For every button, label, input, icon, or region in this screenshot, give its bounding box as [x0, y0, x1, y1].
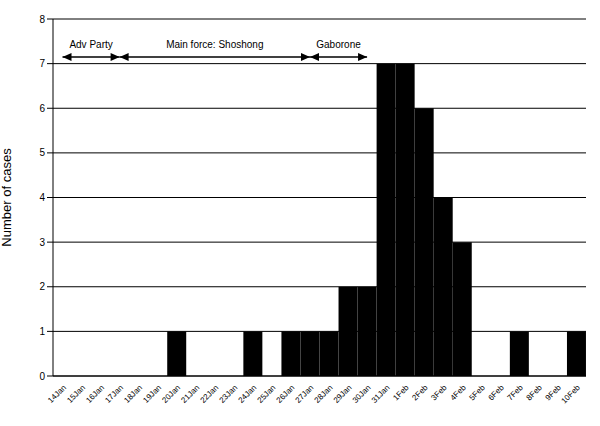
svg-text:24Jan: 24Jan [237, 383, 259, 405]
svg-text:19Jan: 19Jan [141, 383, 163, 405]
svg-text:4: 4 [39, 192, 45, 203]
svg-text:17Jan: 17Jan [103, 383, 125, 405]
svg-text:5Feb: 5Feb [467, 383, 487, 403]
svg-text:28Jan: 28Jan [313, 383, 335, 405]
svg-text:16Jan: 16Jan [84, 383, 106, 405]
svg-text:21Jan: 21Jan [179, 383, 201, 405]
svg-text:Number of cases: Number of cases [8, 148, 14, 247]
svg-text:7: 7 [39, 58, 45, 69]
svg-text:25Jan: 25Jan [256, 383, 278, 405]
svg-text:22Jan: 22Jan [198, 383, 220, 405]
svg-text:10Feb: 10Feb [560, 383, 583, 406]
svg-text:31Jan: 31Jan [370, 383, 392, 405]
svg-text:30Jan: 30Jan [351, 383, 373, 405]
svg-text:8: 8 [39, 14, 45, 25]
svg-text:2: 2 [39, 281, 45, 292]
svg-text:0: 0 [39, 371, 45, 382]
svg-text:6Feb: 6Feb [487, 383, 507, 403]
svg-text:6: 6 [39, 103, 45, 114]
svg-text:4Feb: 4Feb [448, 383, 468, 403]
svg-text:3: 3 [39, 237, 45, 248]
svg-text:1Feb: 1Feb [391, 383, 411, 403]
svg-text:14Jan: 14Jan [46, 383, 68, 405]
svg-text:27Jan: 27Jan [294, 383, 316, 405]
svg-text:7Feb: 7Feb [506, 383, 526, 403]
svg-text:1: 1 [39, 326, 45, 337]
svg-text:26Jan: 26Jan [275, 383, 297, 405]
svg-text:Main force: Shoshong: Main force: Shoshong [166, 39, 263, 50]
svg-text:23Jan: 23Jan [217, 383, 239, 405]
svg-text:9Feb: 9Feb [543, 383, 563, 403]
svg-text:2Feb: 2Feb [410, 383, 430, 403]
svg-text:Adv Party: Adv Party [69, 39, 112, 50]
svg-text:3Feb: 3Feb [429, 383, 449, 403]
svg-text:8Feb: 8Feb [525, 383, 545, 403]
svg-text:Gaborone: Gaborone [316, 39, 361, 50]
svg-text:18Jan: 18Jan [122, 383, 144, 405]
svg-text:29Jan: 29Jan [332, 383, 354, 405]
svg-text:15Jan: 15Jan [65, 383, 87, 405]
svg-text:20Jan: 20Jan [160, 383, 182, 405]
svg-text:5: 5 [39, 147, 45, 158]
